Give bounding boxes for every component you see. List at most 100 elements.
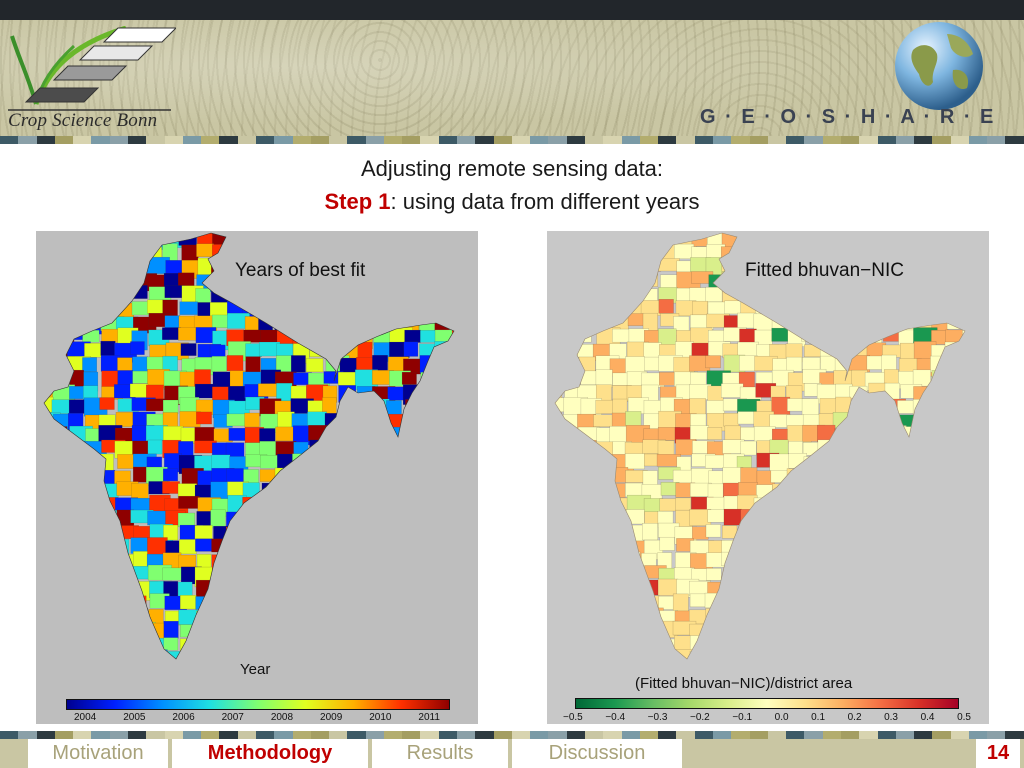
district-patch [147,439,163,455]
district-patch [881,666,900,681]
district-patch [754,636,775,656]
district-patch [452,580,454,599]
district-patch [373,470,396,485]
district-patch [337,566,357,584]
district-patch [116,270,138,287]
district-patch [163,665,181,678]
district-patch [788,284,810,302]
district-patch [66,495,84,510]
district-patch [563,233,578,251]
district-patch [803,568,823,582]
district-patch [852,665,873,682]
district-patch [788,621,805,636]
district-patch [564,565,589,586]
district-patch [785,245,805,260]
district-patch [914,665,936,681]
district-patch [555,244,565,263]
district-patch [341,287,365,305]
district-patch [44,553,55,573]
district-patch [819,398,837,414]
district-patch [308,621,324,639]
district-patch [804,551,822,566]
district-patch [786,356,803,372]
district-patch [948,467,965,484]
district-patch [371,636,388,655]
district-patch [928,593,954,610]
district-patch [452,496,454,512]
district-patch [769,233,785,246]
district-patch [932,539,954,555]
district-patch [642,523,658,541]
nav-discussion[interactable]: Discussion [512,739,682,768]
district-patch [69,287,89,306]
district-patch [771,525,790,546]
district-patch [402,552,422,572]
district-patch [44,356,51,372]
nav-methodology[interactable]: Methodology [172,739,368,768]
nav-results[interactable]: Results [372,739,508,768]
district-patch [211,538,234,553]
year-tick-0: 2004 [74,712,97,723]
district-patch [274,467,292,484]
district-patch [913,554,933,569]
district-patch [899,466,922,483]
district-patch [930,233,951,243]
district-patch [555,510,562,529]
district-patch [722,650,737,659]
district-patch [309,439,329,460]
district-patch [930,524,947,540]
district-patch [195,538,213,552]
district-patch [961,552,965,568]
district-patch [818,581,834,600]
district-patch [914,568,932,586]
district-patch [931,609,956,624]
district-patch [418,244,439,260]
district-patch [68,609,88,624]
district-patch [913,622,935,643]
district-patch [274,553,295,569]
district-patch [561,498,580,515]
district-patch [720,246,744,265]
district-patch [323,466,346,482]
district-patch [592,481,609,494]
district-patch [387,467,405,486]
district-patch [962,426,965,441]
district-patch [675,497,692,511]
district-patch [804,243,820,260]
years-best-fit-map-panel: Years of best fit Year 2004 2005 2006 2007 2… [36,231,478,724]
district-patch [899,510,923,526]
district-patch [835,441,856,459]
district-patch [833,288,849,306]
district-patch [450,258,454,272]
district-patch [420,622,440,638]
district-patch [963,495,965,511]
district-patch [321,651,339,659]
district-patch [947,596,965,615]
district-patch [803,456,825,474]
district-patch [929,400,946,419]
district-patch [881,411,899,430]
district-patch [737,579,754,600]
district-patch [626,271,646,285]
district-patch [850,581,875,597]
district-patch [772,581,790,601]
district-patch [579,609,600,628]
district-patch [561,427,577,445]
nav-motivation[interactable]: Motivation [28,739,168,768]
district-patch [884,564,901,582]
district-patch [340,649,359,659]
district-patch [580,456,596,470]
district-patch [962,414,965,432]
district-patch [756,245,775,259]
district-patch [133,649,155,659]
district-patch [257,233,278,249]
district-patch [867,233,889,251]
ratio-tick-10: 0.5 [957,712,971,723]
district-patch [898,442,916,456]
district-patch [724,637,740,651]
district-patch [84,258,108,278]
district-patch [819,511,837,529]
district-patch [611,540,629,560]
district-patch [771,287,788,304]
district-patch [100,355,120,372]
